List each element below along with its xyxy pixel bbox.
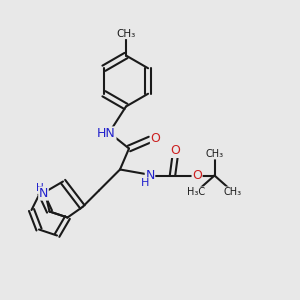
Text: O: O xyxy=(192,169,202,182)
Text: N: N xyxy=(145,169,155,182)
Text: CH₃: CH₃ xyxy=(224,187,242,197)
Text: O: O xyxy=(171,144,180,158)
Text: CH₃: CH₃ xyxy=(206,149,224,159)
Text: H: H xyxy=(141,178,150,188)
Text: H: H xyxy=(36,183,43,194)
Text: H₃C: H₃C xyxy=(188,187,206,197)
Text: HN: HN xyxy=(97,127,116,140)
Text: N: N xyxy=(39,187,48,200)
Text: CH₃: CH₃ xyxy=(116,28,136,39)
Text: O: O xyxy=(151,131,160,145)
